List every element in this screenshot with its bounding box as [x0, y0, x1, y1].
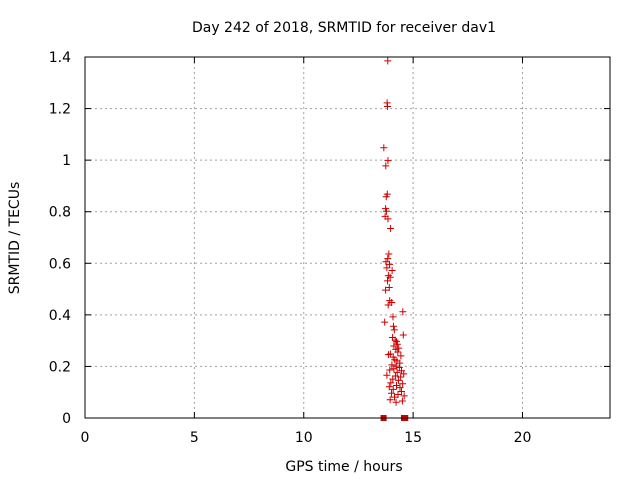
data-point — [387, 224, 395, 232]
data-point — [388, 267, 396, 275]
data-point — [399, 380, 407, 388]
x-tick-label: 10 — [295, 430, 313, 446]
data-point — [391, 336, 399, 344]
data-point — [389, 322, 397, 330]
data-point — [390, 365, 398, 373]
data-point — [386, 273, 394, 281]
data-point — [400, 370, 408, 378]
data-point — [388, 298, 396, 306]
x-tick-label: 15 — [404, 430, 422, 446]
x-tick-label: 5 — [190, 430, 199, 446]
data-point — [393, 368, 401, 376]
data-point — [398, 397, 406, 405]
data-point — [389, 385, 397, 393]
data-point — [386, 396, 394, 404]
plot-frame — [84, 56, 611, 419]
data-point — [386, 260, 393, 268]
data-point — [384, 255, 392, 263]
chart-title: Day 242 of 2018, SRMTID for receiver dav… — [192, 20, 496, 36]
data-point — [384, 103, 392, 111]
data-point — [398, 387, 406, 395]
tick-layer: 0 5 10 15 20 0 0.2 0.4 0.6 0.8 1 1.2 1.4 — [49, 50, 610, 446]
data-point — [390, 326, 398, 334]
data-point — [382, 207, 390, 215]
data-point — [387, 389, 395, 397]
y-tick-label: 0 — [62, 411, 71, 427]
data-point — [393, 340, 401, 348]
data-point — [395, 344, 403, 352]
data-point — [384, 57, 392, 65]
data-point — [384, 277, 392, 285]
data-point — [388, 361, 396, 369]
data-point — [386, 350, 394, 358]
data-point — [394, 348, 402, 356]
data-point — [385, 383, 393, 391]
data-point — [389, 313, 397, 321]
data-point — [386, 366, 394, 374]
y-tick-label: 0.2 — [49, 359, 71, 375]
data-point — [381, 318, 389, 326]
y-tick-label: 1.4 — [49, 50, 71, 66]
data-point — [384, 215, 392, 223]
point-layer — [380, 57, 409, 421]
data-point — [382, 286, 390, 294]
data-point — [391, 393, 399, 401]
data-point — [384, 272, 392, 280]
data-point — [399, 308, 407, 316]
data-point — [396, 384, 404, 392]
data-point — [399, 331, 407, 339]
y-tick-label: 0.6 — [49, 256, 71, 272]
data-point — [383, 264, 391, 272]
data-point — [394, 376, 402, 384]
y-tick-label: 0.4 — [49, 308, 71, 324]
data-point — [385, 284, 393, 292]
y-tick-label: 1.2 — [49, 102, 71, 118]
data-point — [392, 398, 400, 406]
x-tick-label: 0 — [81, 430, 90, 446]
data-point — [382, 193, 390, 201]
y-tick-label: 0.8 — [49, 205, 71, 221]
y-tick-label: 1 — [62, 153, 71, 169]
data-point — [384, 157, 392, 165]
data-point — [383, 371, 391, 379]
data-point — [400, 392, 408, 400]
grid-layer — [85, 57, 610, 418]
x-axis-label: GPS time / hours — [285, 459, 402, 475]
y-axis-label: SRMTID / TECUs — [7, 182, 23, 295]
data-point — [382, 162, 390, 170]
data-point — [385, 250, 393, 258]
data-point — [397, 352, 405, 360]
data-point — [387, 379, 395, 387]
data-point — [380, 144, 388, 152]
x-tick-label: 20 — [514, 430, 532, 446]
data-point — [389, 375, 397, 383]
data-point — [384, 301, 392, 309]
